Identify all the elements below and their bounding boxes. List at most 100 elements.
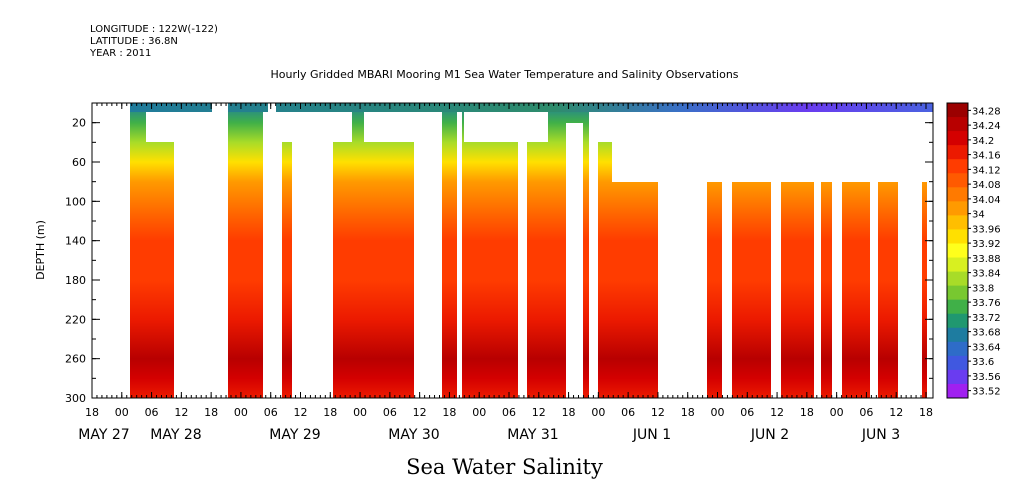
salinity-chart: 18 00 06 12 18 00 06 12 18 00 06 12 18 00 06 12 18 00 06 12… [0, 0, 1009, 504]
colorbar-label: 33.8 [972, 283, 994, 294]
colorbar-swatch [947, 145, 968, 160]
x-tick-label: 06 [859, 406, 873, 419]
x-tick-label: 00 [472, 406, 486, 419]
x-tick-label: 12 [770, 406, 784, 419]
x-tick-label: 18 [562, 406, 576, 419]
y-tick-label: 100 [65, 195, 86, 208]
x-tick-label: 12 [889, 406, 903, 419]
data-gap [870, 182, 878, 398]
x-tick-label: 12 [413, 406, 427, 419]
colorbar-swatch [947, 103, 968, 118]
colorbar-swatch [947, 187, 968, 202]
data-gap [268, 103, 276, 112]
colorbar-swatch [947, 272, 968, 287]
colorbar-label: 34.2 [972, 136, 994, 147]
colorbar-label: 33.6 [972, 357, 994, 368]
colorbar-swatch [947, 370, 968, 385]
data-gap [722, 182, 732, 398]
x-tick-label: 00 [115, 406, 129, 419]
x-tick-label: 18 [442, 406, 456, 419]
data-gap [414, 112, 442, 398]
colorbar-label: 33.88 [972, 254, 1001, 265]
data-gap [292, 112, 333, 398]
x-tick-label: 06 [740, 406, 754, 419]
colorbar-swatch [947, 117, 968, 132]
colorbar-label: 33.64 [972, 342, 1001, 353]
x-tick-label: 00 [711, 406, 725, 419]
x-tick-label: 18 [681, 406, 695, 419]
data-gap [658, 182, 707, 398]
data-gap [832, 182, 842, 398]
colorbar-swatch [947, 215, 968, 230]
colorbar-label: 34.16 [972, 151, 1001, 162]
x-tick-label: 12 [294, 406, 308, 419]
data-gap [814, 182, 821, 398]
x-day-label: JUN 2 [750, 427, 789, 443]
data-gap [457, 112, 462, 398]
colorbar-swatch [947, 131, 968, 146]
colorbar-swatch [947, 342, 968, 357]
colorbar-label: 33.96 [972, 224, 1001, 235]
data-gap [589, 112, 598, 398]
colorbar-label: 33.68 [972, 328, 1001, 339]
x-tick-label: 18 [800, 406, 814, 419]
x-tick-label: 18 [85, 406, 99, 419]
colorbar-label: 33.52 [972, 387, 1001, 398]
x-day-label: MAY 29 [269, 427, 320, 443]
y-axis-label: DEPTH (m) [34, 220, 47, 280]
data-gap [212, 103, 228, 142]
colorbar-label: 34.04 [972, 195, 1001, 206]
colorbar-label: 33.92 [972, 239, 1001, 250]
colorbar-swatch [947, 328, 968, 343]
data-gap [263, 112, 282, 398]
x-tick-label: 12 [174, 406, 188, 419]
colorbar-swatch [947, 356, 968, 371]
colorbar-swatch [947, 384, 968, 399]
colorbar-swatch [947, 243, 968, 258]
x-day-label: MAY 31 [507, 427, 558, 443]
colorbar-swatch [947, 314, 968, 329]
data-gap [771, 182, 781, 398]
x-tick-label: 00 [353, 406, 367, 419]
data-gap [174, 112, 228, 398]
colorbar-label: 34 [972, 210, 985, 221]
x-tick-label: 06 [264, 406, 278, 419]
colorbar-swatch [947, 229, 968, 244]
colorbar-label: 34.08 [972, 180, 1001, 191]
x-day-label: JUN 3 [861, 427, 900, 443]
x-day-label: MAY 30 [388, 427, 439, 443]
colorbar-swatch [947, 286, 968, 301]
data-gap [927, 182, 933, 398]
data-gap [464, 112, 548, 142]
y-tick-label: 260 [65, 353, 86, 366]
y-tick-label: 180 [65, 274, 86, 287]
x-day-label: MAY 27 [78, 427, 129, 443]
data-gap [518, 142, 527, 398]
y-tick-label: 60 [72, 156, 86, 169]
x-tick-label: 00 [591, 406, 605, 419]
colorbar-label: 34.24 [972, 121, 1001, 132]
data-gap [92, 103, 130, 398]
colorbar-label: 33.72 [972, 313, 1001, 324]
data-gap [566, 123, 583, 398]
y-tick-label: 300 [65, 392, 86, 405]
x-tick-label: 12 [651, 406, 665, 419]
colorbar-label: 34.12 [972, 165, 1001, 176]
chart-title: Sea Water Salinity [0, 455, 1009, 479]
colorbar-swatch [947, 201, 968, 216]
colorbar-swatch [947, 159, 968, 174]
colorbar-swatch [947, 258, 968, 273]
x-tick-label: 00 [234, 406, 248, 419]
x-tick-label: 12 [532, 406, 546, 419]
y-tick-label: 20 [72, 117, 86, 130]
colorbar-label: 34.28 [972, 106, 1001, 117]
x-tick-label: 18 [323, 406, 337, 419]
data-gap [898, 182, 922, 398]
colorbar: 34.28 34.24 34.2 34.16 34.12 34.08 34.04 34 33.9… [947, 103, 1001, 399]
x-day-label: JUN 1 [632, 427, 671, 443]
x-tick-label: 18 [919, 406, 933, 419]
y-tick-label: 220 [65, 313, 86, 326]
x-tick-label: 18 [204, 406, 218, 419]
x-tick-label: 06 [145, 406, 159, 419]
x-tick-label: 00 [830, 406, 844, 419]
